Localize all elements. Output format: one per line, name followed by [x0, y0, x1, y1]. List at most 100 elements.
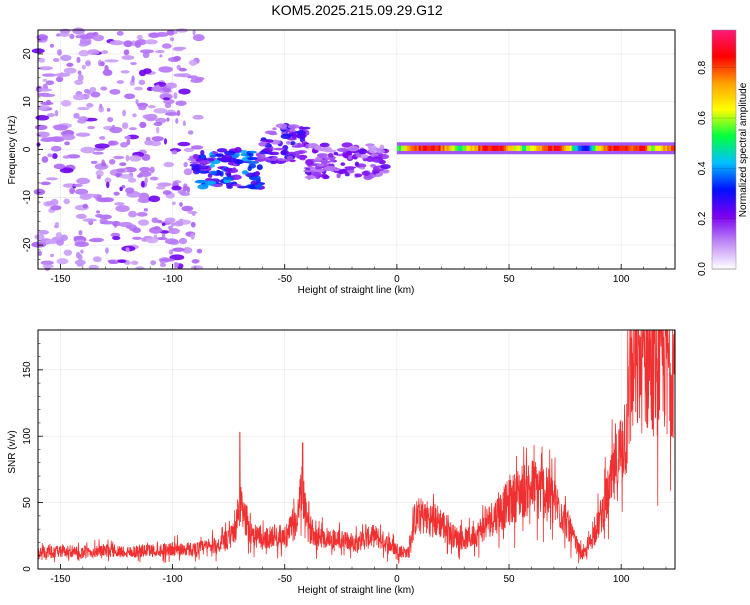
heatmap-cell: [454, 145, 458, 151]
heatmap-cell: [581, 145, 585, 151]
heatmap-cell: [138, 69, 147, 77]
heatmap-cell: [37, 104, 50, 111]
y-tick-label: 0: [22, 566, 33, 572]
heatmap-cell: [138, 105, 147, 111]
heatmap-cell: [625, 145, 628, 151]
heatmap-cell: [533, 145, 537, 151]
heatmap-cell: [227, 157, 238, 163]
heatmap-cell: [165, 82, 178, 89]
heatmap-cell: [565, 145, 569, 151]
y-tick-label: 20: [22, 48, 33, 60]
snr-panel: -150 -100 -50 0 50 100 0 50 100 150 Height of st…: [7, 328, 676, 596]
heatmap-cell: [649, 145, 652, 151]
heatmap-cell: [657, 145, 660, 151]
heatmap-cell: [563, 145, 567, 151]
y-tick-label: 0: [22, 146, 33, 152]
heatmap-cell: [86, 103, 94, 108]
heatmap-cell: [81, 64, 86, 70]
heatmap-cell: [82, 203, 89, 209]
heatmap-cell: [144, 39, 158, 45]
heatmap-cell: [286, 155, 294, 161]
heatmap-cell: [45, 99, 52, 106]
heatmap-cell: [259, 150, 268, 155]
x-tick-label: 0: [394, 574, 400, 585]
y-tick-label: 10: [22, 96, 33, 108]
heatmap-cell: [173, 55, 182, 62]
heatmap-cell: [106, 181, 110, 189]
heatmap-cell: [520, 145, 523, 151]
heatmap-cell: [155, 32, 169, 37]
heatmap-cell: [90, 237, 104, 243]
heatmap-cell: [139, 49, 154, 54]
heatmap-cell: [90, 160, 98, 164]
heatmap-cell: [119, 162, 127, 167]
heatmap-cell: [60, 100, 72, 107]
heatmap-cell: [40, 260, 54, 266]
heatmap-cell: [599, 145, 603, 151]
heatmap-cell: [134, 86, 143, 91]
heatmap-cell: [142, 51, 150, 59]
heatmap-cell: [430, 145, 434, 151]
heatmap-cell: [254, 158, 265, 162]
heatmap-cell: [52, 58, 60, 63]
heatmap-cell: [162, 190, 172, 196]
heatmap-cell: [380, 164, 391, 170]
heatmap-cell: [38, 230, 49, 235]
heatmap-cell: [468, 145, 471, 151]
heatmap-cell: [591, 145, 595, 151]
heatmap-cell: [136, 34, 143, 40]
heatmap-cell: [452, 145, 456, 151]
heatmap-cell: [333, 152, 339, 156]
heatmap-cell: [116, 168, 126, 173]
heatmap-cell: [207, 158, 215, 162]
heatmap-cell: [139, 166, 151, 173]
heatmap-cell: [597, 145, 601, 151]
heatmap-cell: [188, 59, 198, 66]
heatmap-cell: [663, 145, 666, 151]
heatmap-cell: [38, 88, 53, 92]
heatmap-cell: [359, 166, 366, 170]
spectrogram-y-ticks: -20 -10 0 10 20: [22, 29, 43, 270]
heatmap-cell: [333, 168, 340, 172]
heatmap-cell: [555, 145, 559, 151]
heatmap-cell: [197, 165, 209, 170]
heatmap-cell: [406, 145, 410, 151]
heatmap-cell: [105, 247, 109, 254]
heatmap-cell: [101, 50, 109, 55]
x-tick-label: -50: [277, 574, 292, 585]
heatmap-cell: [456, 145, 460, 151]
heatmap-cell: [101, 162, 107, 167]
heatmap-cell: [72, 183, 83, 187]
heatmap-cell: [135, 39, 147, 46]
heatmap-cell: [143, 208, 148, 212]
heatmap-cell: [121, 184, 126, 189]
heatmap-cell: [116, 30, 124, 36]
heatmap-cell: [34, 234, 45, 240]
heatmap-cell: [637, 145, 640, 151]
heatmap-cell: [61, 134, 76, 141]
heatmap-cell: [86, 93, 90, 99]
heatmap-cell: [192, 34, 205, 42]
heatmap-cell: [182, 186, 189, 191]
heatmap-cell: [33, 188, 46, 196]
heatmap-cell: [494, 145, 497, 151]
heatmap-cell: [211, 151, 219, 155]
heatmap-cell: [595, 145, 599, 151]
heatmap-cell: [78, 50, 90, 57]
heatmap-cell: [659, 145, 662, 151]
heatmap-cell: [191, 76, 197, 83]
heatmap-cell: [490, 145, 493, 151]
heatmap-cell: [96, 197, 111, 203]
heatmap-cell: [240, 152, 248, 157]
heatmap-cell: [209, 170, 218, 175]
heatmap-cell: [120, 141, 128, 148]
heatmap-cell: [169, 254, 185, 261]
heatmap-cell: [36, 34, 49, 41]
heatmap-cell: [311, 172, 322, 177]
heatmap-cell: [55, 72, 71, 77]
heatmap-cell: [200, 150, 205, 156]
heatmap-cell: [109, 88, 121, 95]
heatmap-cell: [231, 167, 237, 173]
heatmap-cell: [354, 161, 360, 167]
heatmap-cell: [183, 147, 195, 153]
